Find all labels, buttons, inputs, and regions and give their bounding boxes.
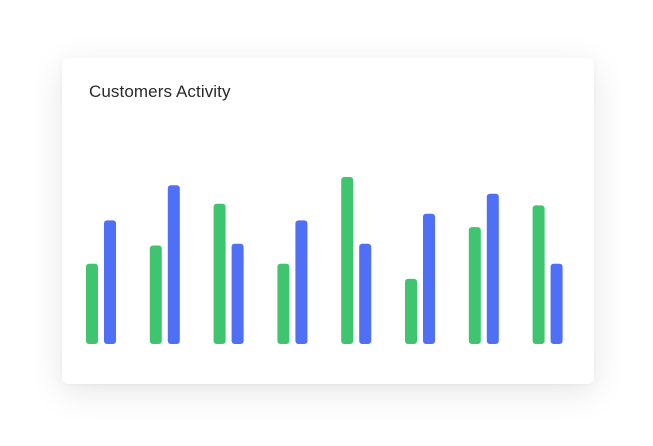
bar-series-1-group-5 xyxy=(341,177,354,344)
bar-series-2-group-1 xyxy=(104,220,116,344)
bar-series-2-group-3 xyxy=(231,243,244,344)
bar-series-2-group-7 xyxy=(486,193,499,344)
bar-series-1-group-4 xyxy=(277,263,290,344)
bar-series-1-group-8 xyxy=(532,205,545,344)
bar-series-1-group-7 xyxy=(468,227,481,344)
bar-series-2-group-6 xyxy=(423,213,435,344)
bar-series-2-group-4 xyxy=(295,220,308,344)
bar-chart xyxy=(86,177,563,344)
bar-series-1-group-3 xyxy=(213,203,226,344)
bar-series-2-group-2 xyxy=(167,185,180,344)
bar-series-1-group-1 xyxy=(86,263,98,344)
bar-series-2-group-8 xyxy=(550,263,563,344)
chart-title: Customers Activity xyxy=(89,82,231,101)
bar-series-2-group-5 xyxy=(359,243,372,344)
chart-card: Customers Activity xyxy=(62,58,594,384)
bar-series-1-group-2 xyxy=(149,245,162,344)
bar-series-1-group-6 xyxy=(405,278,417,344)
